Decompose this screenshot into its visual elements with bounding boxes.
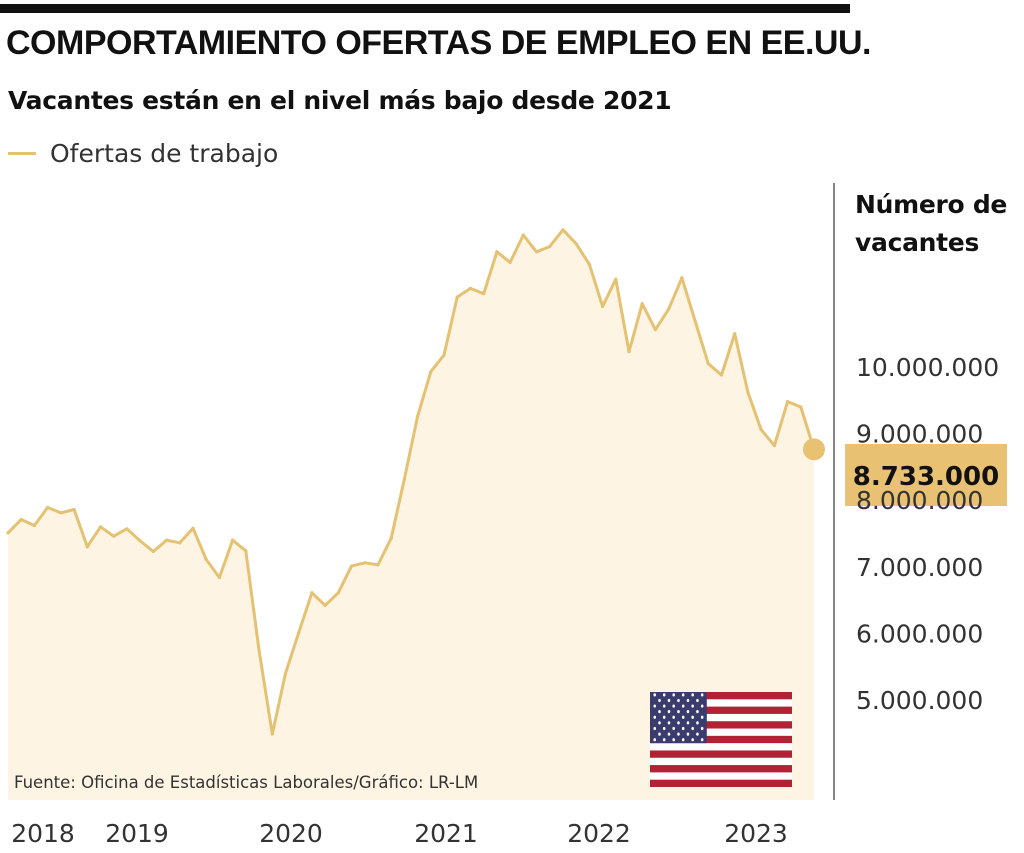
data-point-30: [402, 477, 406, 481]
data-point-15: [204, 557, 208, 562]
data-point-21: [283, 671, 288, 675]
data-point-5: [72, 507, 76, 512]
y-tick-label: 6.000.000: [856, 619, 983, 648]
source-note: Fuente: Oficina de Estadísticas Laborale…: [14, 773, 479, 792]
data-point-26: [349, 564, 354, 568]
data-point-39: [521, 233, 525, 237]
x-tick-label: 2022: [567, 819, 631, 848]
data-point-22: [297, 631, 301, 635]
data-point-55: [733, 332, 737, 336]
data-point-7: [98, 525, 103, 529]
data-point-23: [310, 591, 314, 595]
data-point-18: [244, 549, 248, 553]
data-point-32: [429, 370, 433, 374]
data-point-52: [693, 319, 697, 323]
data-point-51: [680, 276, 684, 280]
data-point-59: [785, 400, 790, 404]
data-point-41: [548, 244, 552, 249]
chart-title: COMPORTAMIENTO OFERTAS DE EMPLEO EN EE.U…: [6, 24, 871, 62]
x-tick-label: 2020: [259, 819, 323, 848]
data-point-14: [191, 526, 195, 530]
data-point-11: [151, 549, 155, 554]
y-tick-label: 7.000.000: [856, 553, 983, 582]
data-point-6: [85, 545, 89, 549]
data-point-50: [667, 307, 671, 311]
data-point-13: [178, 541, 182, 545]
data-point-33: [442, 353, 446, 357]
data-point-49: [653, 328, 658, 332]
data-point-29: [389, 536, 393, 540]
data-point-20: [270, 732, 274, 736]
last-value-label: 8.733.000: [853, 462, 999, 492]
us-flag-icon: [650, 692, 792, 787]
data-point-46: [614, 277, 618, 281]
data-point-42: [561, 228, 565, 232]
data-point-48: [640, 302, 644, 306]
data-point-16: [217, 575, 222, 580]
data-point-8: [112, 534, 116, 538]
legend-label: Ofertas de trabajo: [50, 138, 279, 168]
y-axis-title: Número de vacantes: [855, 190, 1008, 257]
data-point-53: [706, 362, 710, 366]
data-point-37: [495, 250, 499, 254]
data-point-45: [600, 304, 605, 308]
area-fill: [8, 229, 814, 801]
data-point-17: [231, 538, 235, 542]
last-value-box: [845, 444, 1007, 506]
last-value-point: [803, 438, 825, 461]
data-point-2: [32, 523, 37, 528]
chart-subtitle: Vacantes están en el nivel más bajo desd…: [8, 86, 672, 115]
x-tick-label: 2021: [414, 819, 478, 848]
data-point-47: [627, 350, 631, 354]
data-point-19: [257, 648, 261, 652]
data-point-35: [468, 286, 473, 291]
series-line: [6, 228, 816, 736]
legend: Ofertas de trabajo: [8, 136, 278, 170]
data-point-0: [6, 531, 10, 535]
data-point-28: [376, 563, 380, 567]
data-point-40: [534, 250, 539, 254]
data-point-34: [455, 295, 459, 299]
data-point-38: [508, 260, 512, 265]
data-point-1: [19, 517, 23, 522]
y-tick-label: 5.000.000: [856, 686, 983, 715]
data-point-9: [125, 527, 129, 531]
data-point-31: [416, 414, 420, 418]
data-point-60: [799, 405, 803, 409]
data-point-12: [164, 538, 169, 542]
data-point-44: [587, 262, 591, 267]
y-tick-label: 10.000.000: [856, 353, 999, 382]
top-rule: [0, 4, 850, 13]
data-point-27: [363, 561, 367, 565]
data-point-4: [59, 511, 63, 515]
data-point-43: [574, 242, 578, 246]
x-tick-label: 2023: [724, 819, 788, 848]
data-point-58: [772, 443, 776, 448]
legend-swatch: [8, 151, 36, 155]
data-point-24: [323, 603, 327, 608]
y-tick-label: 8.000.000: [856, 486, 983, 515]
x-tick-label: 2018: [11, 819, 75, 848]
data-point-54: [719, 373, 724, 377]
data-point-57: [759, 428, 763, 432]
y-tick-label: 9.000.000: [856, 420, 983, 449]
data-point-3: [46, 505, 50, 510]
x-tick-label: 2019: [105, 819, 169, 848]
data-point-56: [746, 390, 750, 394]
data-point-36: [482, 292, 486, 296]
data-point-25: [336, 591, 340, 595]
data-point-10: [138, 539, 142, 543]
